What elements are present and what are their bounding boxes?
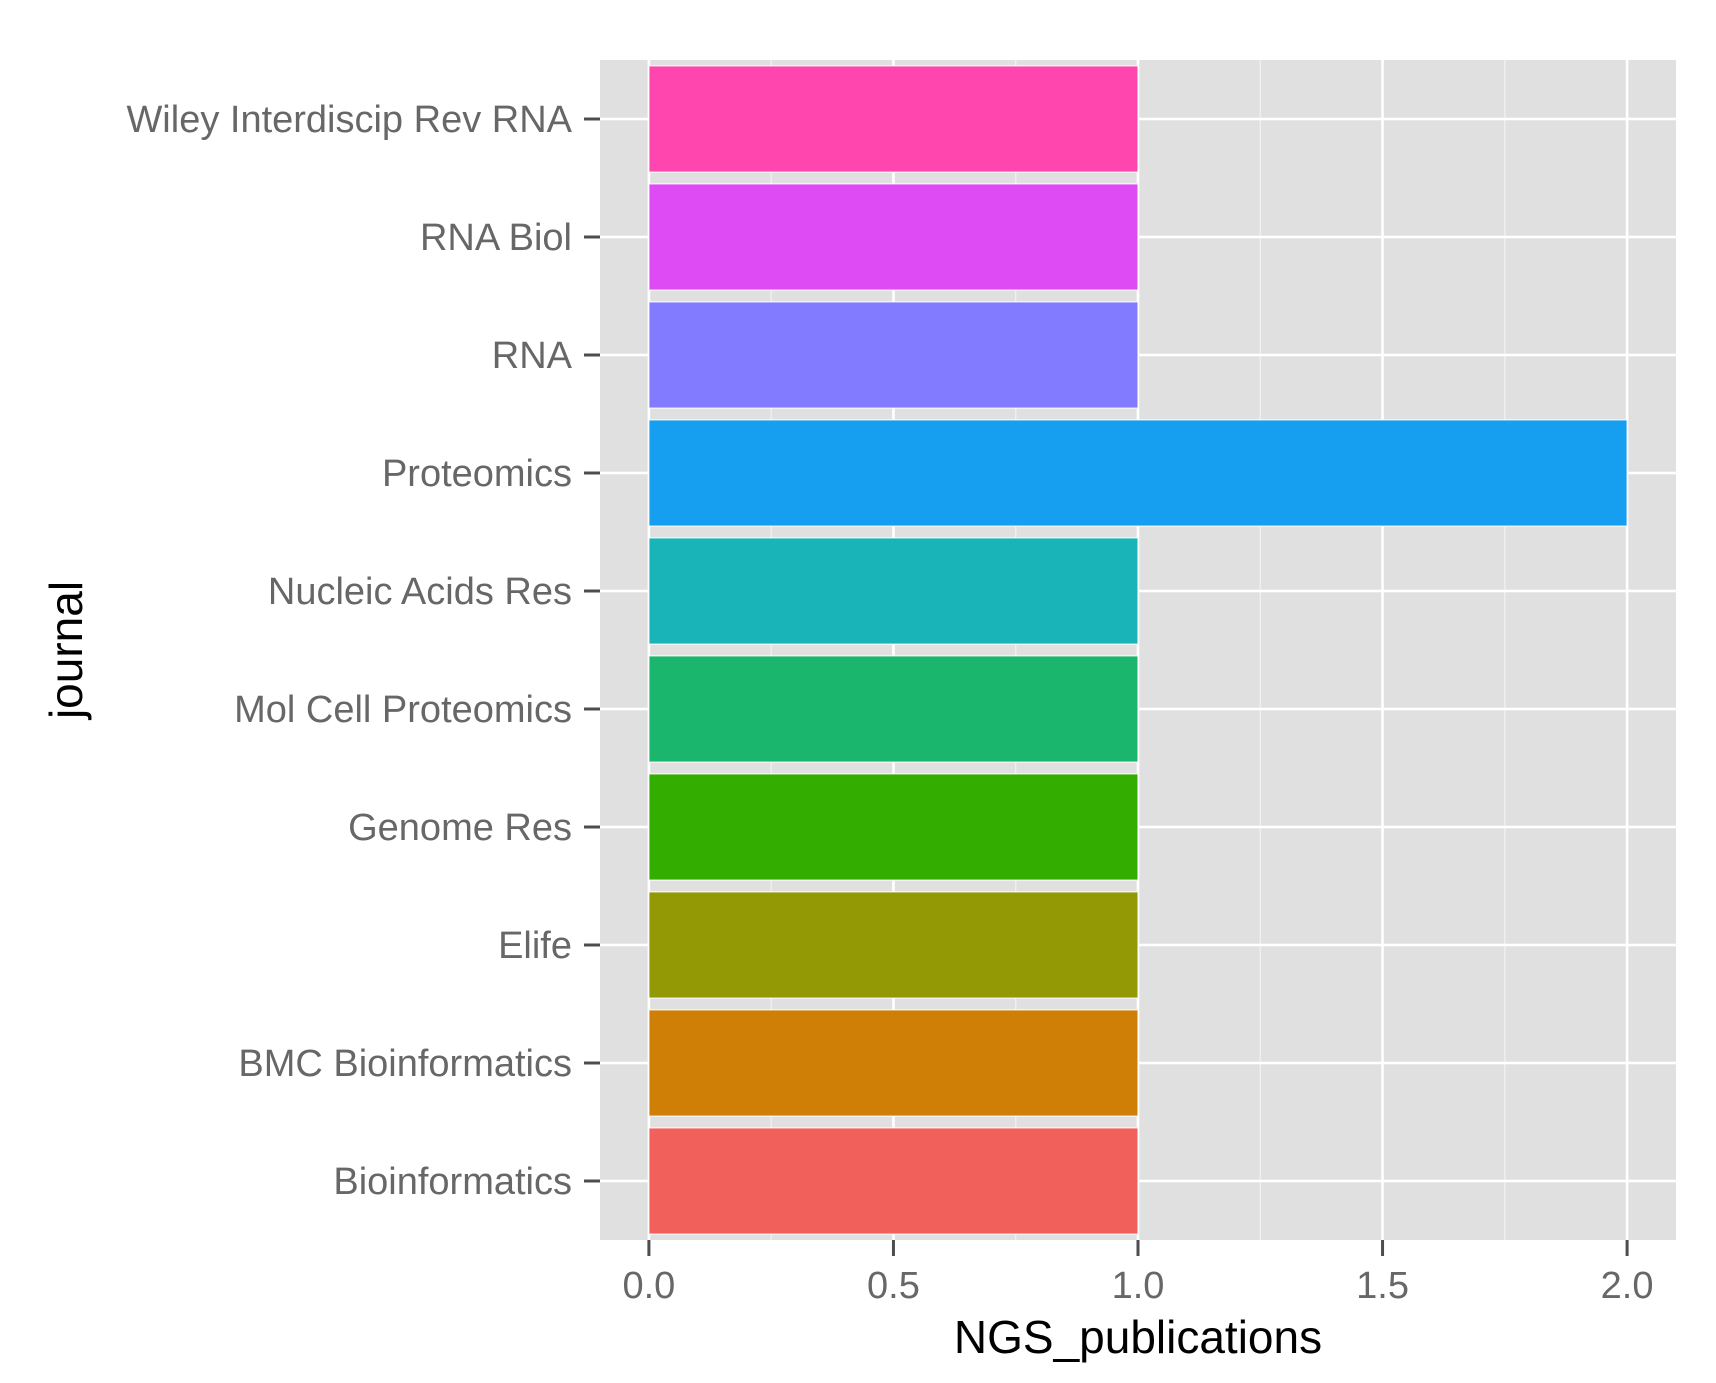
y-tick-label: Wiley Interdiscip Rev RNA xyxy=(126,99,572,141)
bars xyxy=(648,65,1628,1235)
y-axis: Bioinformatics BMC Bioinformatics Elife Gen… xyxy=(126,99,600,1203)
y-tick-label: RNA xyxy=(492,335,573,377)
bar-rna xyxy=(648,301,1139,409)
y-tick-label: Genome Res xyxy=(348,807,572,849)
y-tick-label: Nucleic Acids Res xyxy=(268,571,572,613)
bar-mol-cell-proteomics xyxy=(648,655,1139,763)
bar-rna-biol xyxy=(648,183,1139,291)
x-axis: 0.0 0.5 1.0 1.5 2.0 xyxy=(622,1240,1654,1307)
bar-nucleic-acids-res xyxy=(648,537,1139,645)
bar-bmc-bioinformatics xyxy=(648,1009,1139,1117)
bar-proteomics xyxy=(648,419,1628,527)
y-tick-label: Mol Cell Proteomics xyxy=(234,689,572,731)
x-tick-label: 1.5 xyxy=(1356,1265,1409,1307)
y-tick-label: Bioinformatics xyxy=(333,1161,572,1203)
bar-genome-res xyxy=(648,773,1139,881)
x-tick-label: 0.0 xyxy=(622,1265,675,1307)
x-tick-label: 1.0 xyxy=(1112,1265,1165,1307)
y-tick-label: BMC Bioinformatics xyxy=(238,1043,572,1085)
y-tick-label: RNA Biol xyxy=(420,217,572,259)
y-axis-title: journal xyxy=(40,581,92,721)
y-tick-label: Elife xyxy=(498,925,572,967)
bar-bioinformatics xyxy=(648,1127,1139,1235)
bar-elife xyxy=(648,891,1139,999)
x-tick-label: 2.0 xyxy=(1601,1265,1654,1307)
x-tick-label: 0.5 xyxy=(867,1265,920,1307)
y-tick-label: Proteomics xyxy=(382,453,572,495)
x-axis-title: NGS_publications xyxy=(954,1311,1322,1363)
bar-wiley-interdiscip-rev-rna xyxy=(648,65,1139,173)
